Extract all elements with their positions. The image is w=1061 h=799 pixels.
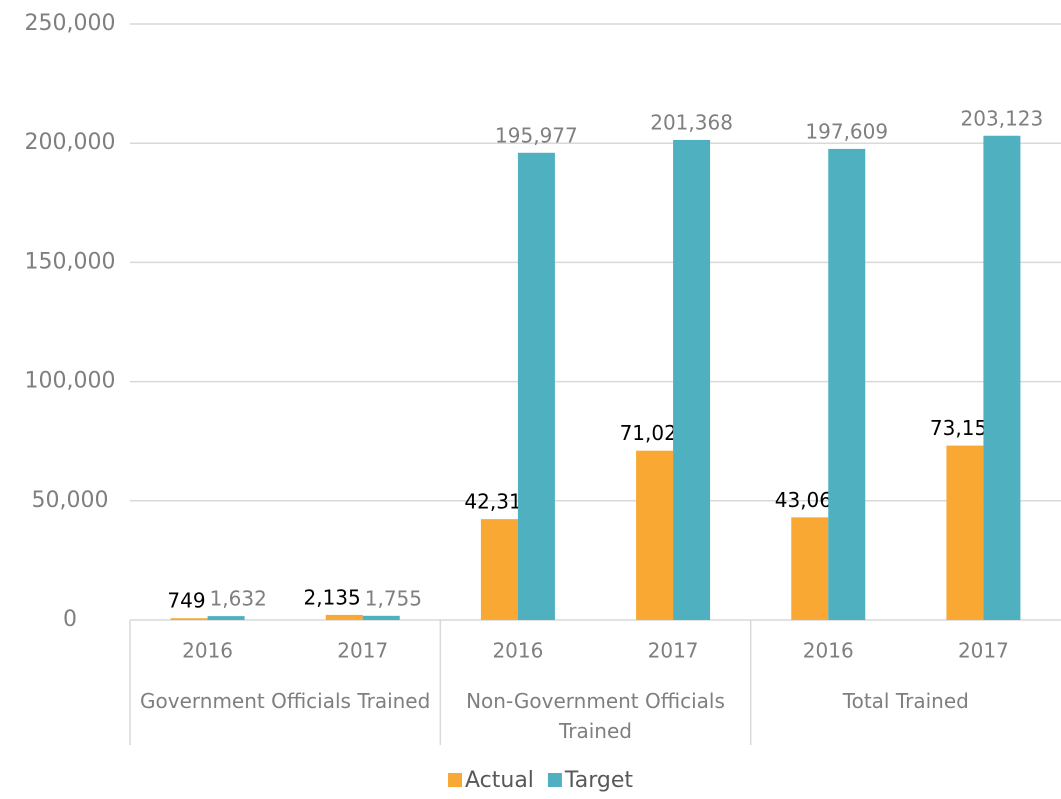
x-tick-label: 2016 bbox=[182, 639, 233, 663]
data-label: 197,609 bbox=[805, 119, 888, 143]
y-tick-label: 50,000 bbox=[32, 488, 109, 513]
bar bbox=[362, 615, 400, 620]
x-tick-label: 2017 bbox=[337, 639, 388, 663]
bar bbox=[207, 616, 245, 620]
data-label: 2,135 bbox=[303, 585, 360, 609]
legend-swatch bbox=[448, 773, 462, 787]
data-label: 1,755 bbox=[365, 586, 422, 610]
x-tick-label: 2016 bbox=[803, 639, 854, 663]
y-tick-label: 100,000 bbox=[25, 369, 116, 394]
bar bbox=[325, 614, 363, 620]
y-tick-label: 200,000 bbox=[25, 130, 116, 155]
group-label: Non-Government Officials Trained bbox=[466, 689, 725, 743]
data-label: 203,123 bbox=[961, 106, 1044, 130]
x-tick-label: 2017 bbox=[958, 639, 1009, 663]
data-label: 195,977 bbox=[495, 123, 578, 147]
y-tick-label: 150,000 bbox=[25, 249, 116, 274]
bar bbox=[636, 450, 674, 620]
bar bbox=[791, 517, 829, 620]
bar bbox=[517, 152, 555, 620]
bar bbox=[983, 135, 1021, 620]
x-tick-label: 2016 bbox=[492, 639, 543, 663]
bar bbox=[946, 445, 984, 620]
legend-label: Target bbox=[564, 768, 633, 793]
legend-label: Actual bbox=[465, 768, 534, 793]
bar bbox=[673, 139, 711, 620]
data-label: 201,368 bbox=[650, 110, 733, 134]
legend-swatch bbox=[547, 773, 562, 787]
x-tick-label: 2017 bbox=[648, 639, 699, 663]
group-label: Government Officials Trained bbox=[140, 689, 431, 713]
group-label: Total Trained bbox=[842, 689, 969, 713]
y-tick-label: 0 bbox=[63, 607, 77, 632]
data-label: 1,632 bbox=[210, 587, 267, 611]
bar bbox=[480, 519, 518, 620]
bar bbox=[170, 618, 208, 620]
y-tick-label: 250,000 bbox=[25, 11, 116, 36]
bar bbox=[828, 148, 866, 620]
data-label: 749 bbox=[167, 589, 205, 613]
